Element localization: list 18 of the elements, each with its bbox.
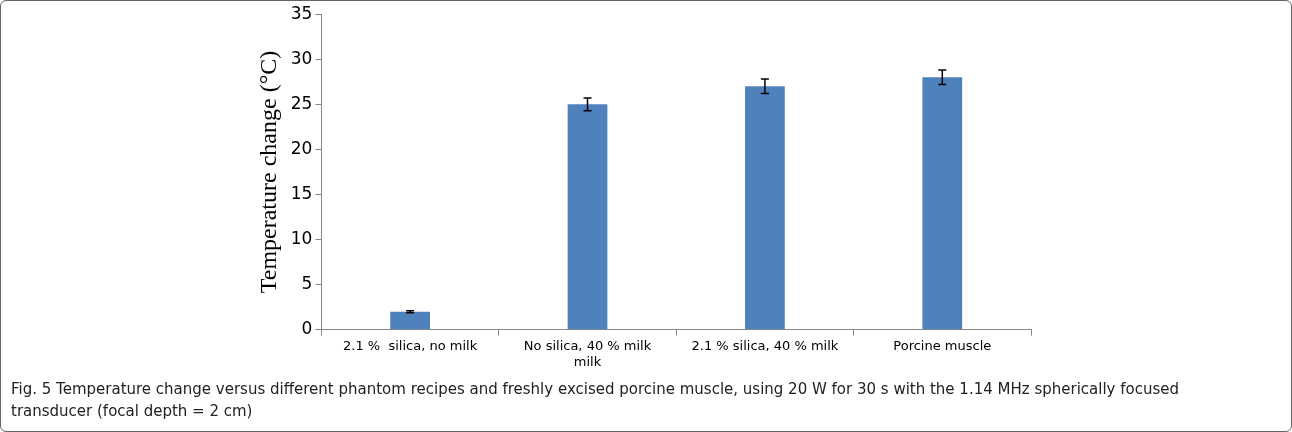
bar	[390, 311, 430, 330]
x-tick-label: No silica, 40 % milk milk	[523, 337, 652, 369]
x-tick-label: 2.1 % silica, 40 % milk	[691, 337, 839, 353]
x-tick-label: Porcine muscle	[893, 337, 992, 353]
y-tick-label: 15	[290, 182, 313, 203]
y-tick-label: 5	[301, 273, 313, 294]
y-tick-label: 25	[290, 92, 313, 113]
y-tick-label: 35	[290, 2, 313, 23]
x-tick-label: 2.1 % silica, no milk	[343, 337, 478, 353]
y-axis-title: Temperature change (°C)	[254, 50, 281, 294]
y-tick-label: 30	[290, 47, 313, 68]
y-tick-label: 0	[301, 318, 313, 339]
y-tick-label: 20	[290, 137, 313, 158]
bar	[567, 104, 608, 330]
bar	[922, 77, 963, 330]
bar	[745, 86, 785, 330]
y-tick-label: 10	[290, 228, 313, 249]
caption: Fig. 5 Temperature change versus different phantom recipes and freshly excised porcine muscle, using 20 W for 30 s with the 1.14 MHz spherically focused transducer (focal depth = 2 cm)	[11, 379, 1180, 422]
